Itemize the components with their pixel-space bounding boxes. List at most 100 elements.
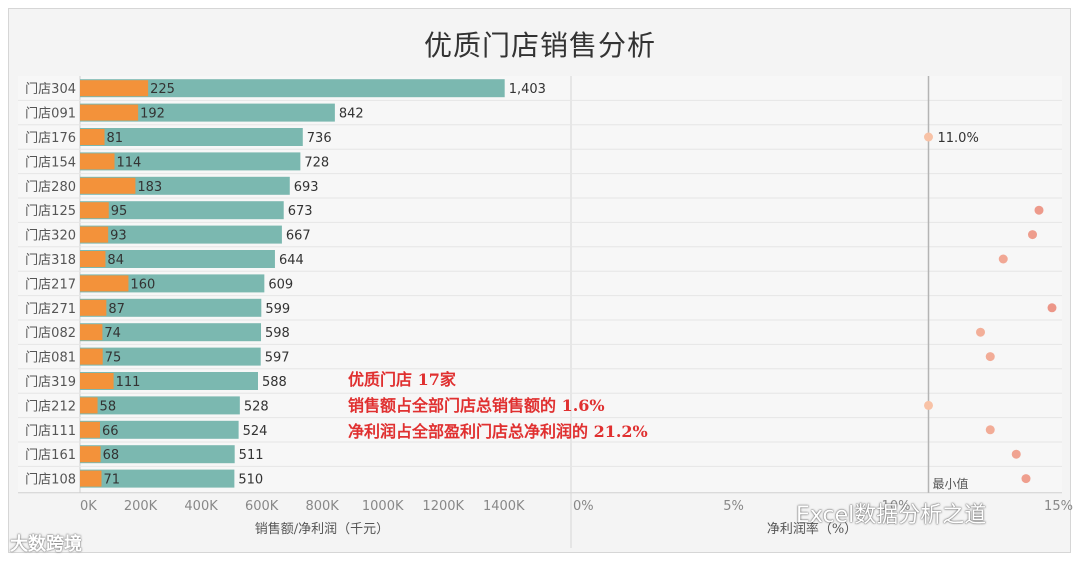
margin-point-label: 11.0% [938, 131, 979, 146]
profit-bar [80, 299, 107, 316]
x-tick-label: 200K [124, 499, 158, 514]
margin-dot [1011, 449, 1021, 459]
sales-value-label: 597 [265, 351, 290, 366]
annotation-line-3: 净利润占全部盈利门店总净利润的 21.2% [348, 422, 648, 441]
profit-value-label: 87 [108, 302, 125, 317]
sales-value-label: 598 [265, 326, 290, 341]
sales-bar [80, 152, 301, 171]
margin-dot [1021, 474, 1031, 484]
sales-bar [80, 372, 258, 390]
profit-bar [80, 251, 106, 267]
x-tick-label: 1200K [422, 499, 464, 514]
margin-dot [985, 352, 995, 362]
x-tick-label-margin: 10% [882, 499, 911, 514]
store-label: 门店176 [25, 131, 76, 146]
margin-dot [1028, 230, 1037, 240]
x-tick-label-margin: 15% [1044, 499, 1073, 514]
sales-bar [80, 250, 275, 268]
profit-value-label: 225 [150, 82, 175, 97]
profit-value-label: 68 [103, 448, 120, 463]
store-label: 门店091 [25, 107, 76, 122]
sales-value-label: 609 [268, 277, 293, 292]
sales-bar [80, 298, 262, 317]
profit-value-label: 66 [102, 424, 119, 439]
x-tick-label: 1400K [483, 499, 525, 514]
profit-value-label: 74 [104, 326, 121, 341]
sales-bar [80, 128, 303, 146]
x-tick-label: 800K [305, 499, 339, 514]
x-tick-label: 1000K [362, 499, 404, 514]
sales-value-label: 736 [307, 131, 332, 146]
store-label: 门店318 [25, 253, 76, 268]
watermark-left: 大数跨境 [10, 534, 82, 555]
profit-bar [80, 324, 103, 341]
margin-dot [924, 400, 933, 410]
labels-layer: 最小值最大值0K200K400K600K800K1000K1200K1400K销… [25, 82, 1073, 537]
store-label: 门店304 [25, 82, 76, 97]
store-label: 门店161 [25, 448, 76, 463]
store-label: 门店319 [25, 375, 76, 390]
bars-layer [80, 79, 505, 488]
x-tick-label-margin: 0% [573, 499, 594, 514]
sales-value-label: 588 [262, 375, 287, 390]
sales-bar [80, 445, 235, 464]
store-label: 门店280 [25, 180, 76, 195]
sales-bar [80, 469, 235, 488]
profit-bar [80, 80, 149, 97]
sales-bar [80, 79, 505, 98]
profit-bar [80, 177, 136, 194]
profit-bar [80, 202, 109, 219]
sales-value-label: 644 [279, 253, 304, 268]
profit-value-label: 192 [140, 107, 165, 122]
store-label: 门店111 [25, 424, 76, 439]
store-label: 门店217 [25, 277, 76, 292]
profit-value-label: 95 [111, 204, 128, 219]
profit-bar [80, 397, 98, 414]
sales-value-label: 673 [288, 204, 313, 219]
sales-bar [80, 420, 239, 439]
profit-bar [80, 129, 105, 145]
profit-bar [80, 275, 129, 292]
watermark-right: Excel数据分析之道 [796, 503, 987, 528]
margin-dot [1047, 303, 1057, 313]
sales-bar [80, 103, 335, 122]
annotation-line-2: 销售额占全部门店总销售额的 1.6% [348, 396, 605, 415]
profit-value-label: 183 [137, 180, 162, 195]
profit-bar [80, 153, 115, 170]
store-label: 门店082 [25, 326, 76, 341]
profit-value-label: 114 [117, 155, 142, 170]
store-label: 门店154 [25, 155, 76, 170]
store-label: 门店108 [25, 473, 76, 488]
x-tick-label: 400K [184, 499, 218, 514]
profit-value-label: 84 [107, 253, 124, 268]
profit-value-label: 111 [116, 375, 141, 390]
x-tick-label: 0K [80, 499, 97, 514]
sales-bar [80, 225, 282, 244]
profit-bar [80, 348, 103, 365]
profit-bar [80, 446, 101, 463]
sales-value-label: 1,403 [509, 82, 546, 97]
x-tick-label: 600K [245, 499, 279, 514]
sales-value-label: 693 [294, 180, 319, 195]
profit-bar [80, 470, 102, 487]
x-tick-label-margin: 5% [723, 499, 744, 514]
profit-bar [80, 226, 109, 243]
margin-dot [985, 425, 995, 435]
profit-value-label: 160 [130, 277, 155, 292]
sales-value-label: 524 [243, 424, 268, 439]
annotation-box: 优质门店 17家 销售额占全部门店总销售额的 1.6% 净利润占全部盈利门店总净… [348, 367, 648, 445]
sales-value-label: 511 [239, 448, 264, 463]
store-label: 门店271 [25, 302, 76, 317]
profit-value-label: 93 [110, 229, 127, 244]
store-label: 门店081 [25, 351, 76, 366]
sales-bar [80, 396, 240, 415]
profit-bar [80, 104, 139, 121]
profit-bar [80, 373, 114, 389]
store-label: 门店125 [25, 204, 76, 219]
reference-line-label: 最小值 [933, 476, 969, 491]
profit-bar [80, 421, 100, 438]
store-label: 门店320 [25, 229, 76, 244]
profit-value-label: 81 [107, 131, 124, 146]
store-label: 门店212 [25, 399, 76, 414]
